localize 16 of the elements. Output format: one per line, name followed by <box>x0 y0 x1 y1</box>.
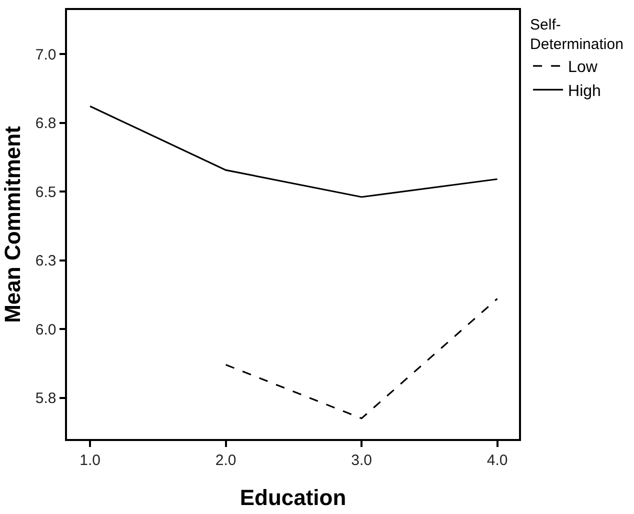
legend-title: Self-Determination <box>530 16 624 53</box>
x-axis-title: Education <box>240 485 346 510</box>
y-axis-title: Mean Commitment <box>0 125 25 323</box>
y-tick-label: 6.8 <box>35 115 56 132</box>
y-tick-label: 6.0 <box>35 321 56 338</box>
y-tick-label: 6.3 <box>35 252 56 270</box>
x-tick-label: 3.0 <box>351 452 372 469</box>
x-tick-label: 4.0 <box>486 452 508 469</box>
legend-label: High <box>568 82 601 100</box>
y-tick-label: 5.8 <box>35 390 56 407</box>
line-series <box>89 105 498 198</box>
y-tick-label: 6.5 <box>35 184 56 201</box>
legend-label: Low <box>568 59 598 76</box>
x-tick-label: 2.0 <box>215 452 236 469</box>
y-tick-label: 7.0 <box>35 46 56 64</box>
x-tick-label: 1.0 <box>80 452 101 469</box>
